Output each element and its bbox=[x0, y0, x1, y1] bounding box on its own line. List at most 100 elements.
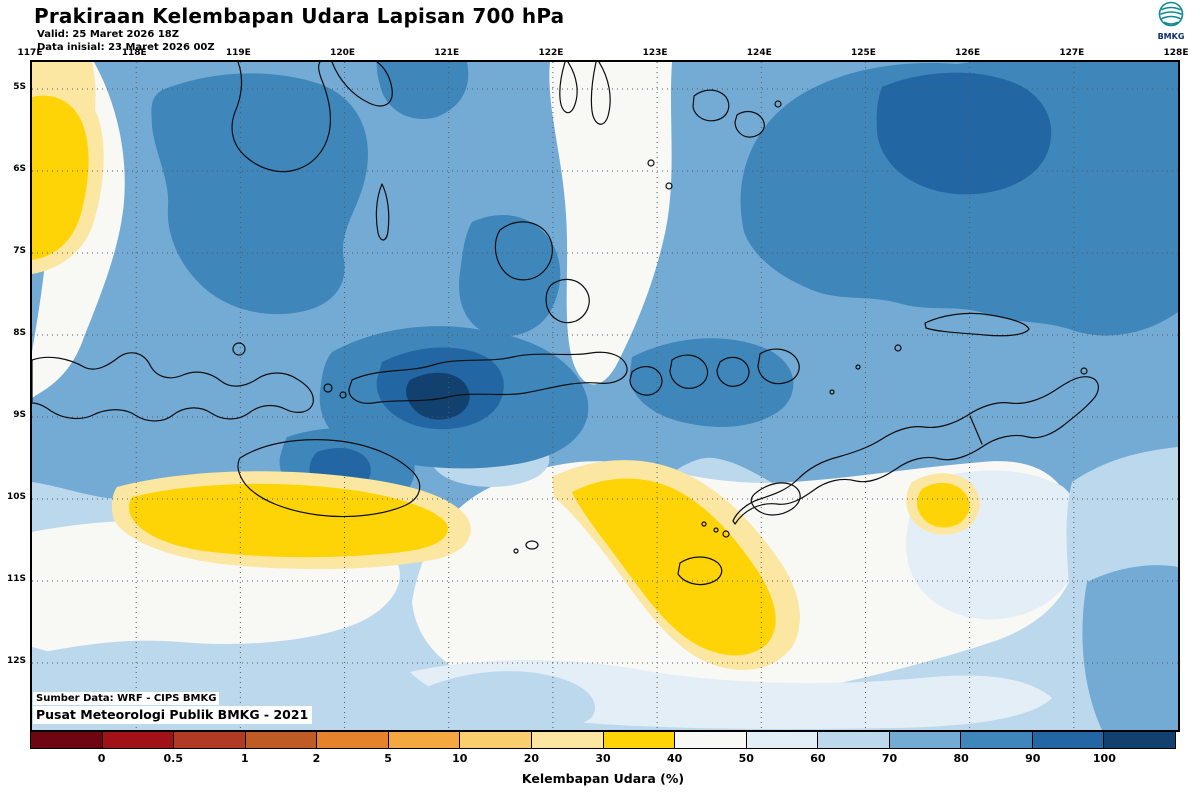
colorbar-segment bbox=[459, 731, 532, 749]
colorbar-tick: 1 bbox=[241, 752, 249, 765]
map-frame bbox=[30, 60, 1180, 732]
field-yellow-timor bbox=[917, 482, 970, 528]
field-light-bottom-center bbox=[426, 671, 596, 730]
colorbar-segment bbox=[1031, 731, 1105, 749]
colorbar-segment bbox=[387, 731, 461, 749]
colorbar-segment bbox=[244, 731, 318, 749]
colorbar-tick: 100 bbox=[1092, 752, 1116, 765]
colorbar-segment bbox=[602, 731, 676, 749]
lon-label: 121E bbox=[434, 48, 460, 58]
coast-sumba bbox=[237, 439, 421, 518]
field-blue70-corner-se bbox=[1082, 565, 1178, 730]
lon-label: 119E bbox=[225, 48, 251, 58]
coast-top-island-1 bbox=[559, 62, 578, 114]
colorbar-tick: 0 bbox=[97, 752, 106, 765]
lat-label: 6S bbox=[13, 164, 26, 174]
coast-buton bbox=[545, 278, 590, 324]
coast-adonara bbox=[629, 366, 663, 396]
coastlines bbox=[32, 62, 1099, 586]
field-dark-right bbox=[740, 62, 1178, 336]
colorbar-tick: 10 bbox=[452, 752, 468, 765]
coast-atauro bbox=[894, 344, 902, 352]
coast-wakatobi-1 bbox=[647, 159, 655, 167]
colorbar-tick: 5 bbox=[384, 752, 392, 765]
colorbar-segment bbox=[30, 731, 103, 749]
coast-komodo bbox=[323, 383, 333, 393]
colorbar-segment bbox=[817, 731, 890, 749]
field-dark-alor bbox=[629, 338, 794, 427]
coast-west-timor-inner bbox=[750, 482, 801, 516]
colorbar-tick: 2 bbox=[312, 752, 321, 765]
init-time: Data inisial: 23 Maret 2026 00Z bbox=[37, 42, 215, 53]
field-dark-topleft bbox=[151, 73, 369, 315]
page-title: Prakiraan Kelembapan Udara Lapisan 700 h… bbox=[34, 4, 565, 28]
lon-label: 126E bbox=[955, 48, 981, 58]
field-core-deepest bbox=[406, 372, 470, 420]
coast-sumbawa bbox=[32, 352, 314, 422]
coast-rinca bbox=[339, 391, 347, 399]
colorbar-segment bbox=[316, 731, 389, 749]
field-white-center-band bbox=[549, 62, 672, 385]
lat-label: 8S bbox=[13, 328, 26, 338]
lon-label: 127E bbox=[1059, 48, 1085, 58]
lon-label: 122E bbox=[538, 48, 564, 58]
coast-flores bbox=[348, 351, 628, 404]
colorbar bbox=[30, 731, 1176, 749]
coast-pantar bbox=[716, 356, 750, 387]
field-yellow-southcenter bbox=[572, 478, 776, 656]
coast-wetar bbox=[924, 312, 1030, 337]
lon-label: 124E bbox=[746, 48, 772, 58]
coast-lembata bbox=[669, 354, 709, 389]
lon-label: 120E bbox=[330, 48, 355, 58]
coast-sabu bbox=[525, 540, 539, 550]
colorbar-tick: 90 bbox=[1025, 752, 1041, 765]
lon-label: 123E bbox=[642, 48, 668, 58]
lat-label: 11S bbox=[6, 574, 26, 584]
colorbar-tick: 80 bbox=[953, 752, 969, 765]
bmkg-logo: BMKG bbox=[1148, 1, 1194, 41]
lat-label: 5S bbox=[13, 82, 26, 92]
field-yellow-southwest bbox=[128, 483, 448, 558]
coast-selayar bbox=[375, 183, 390, 241]
coast-muna bbox=[494, 221, 553, 281]
lon-label: 118E bbox=[121, 48, 147, 58]
bmkg-logo-icon bbox=[1158, 1, 1184, 27]
coast-sulawesi-hook bbox=[331, 62, 393, 107]
coast-wakatobi-2 bbox=[665, 182, 673, 190]
coast-timor bbox=[732, 376, 1099, 525]
coast-ne-island-2 bbox=[734, 110, 765, 138]
colorbar-tick: 50 bbox=[738, 752, 754, 765]
lon-label: 117E bbox=[17, 48, 43, 58]
colorbar-segment bbox=[745, 731, 819, 749]
colorbar-tick: 70 bbox=[881, 752, 898, 765]
lat-label: 9S bbox=[13, 410, 26, 420]
lon-label: 125E bbox=[850, 48, 876, 58]
lat-label: 7S bbox=[13, 246, 26, 256]
colorbar-segment bbox=[101, 731, 175, 749]
bmkg-logo-label: BMKG bbox=[1157, 32, 1185, 41]
colorbar-segment bbox=[530, 731, 604, 749]
colorbar-segment bbox=[960, 731, 1033, 749]
lon-label: 128E bbox=[1163, 48, 1189, 58]
coast-islet-1 bbox=[829, 389, 835, 395]
colorbar-segment bbox=[674, 731, 747, 749]
field-dark-topcenter bbox=[376, 62, 469, 120]
coast-ne-island-1 bbox=[692, 89, 730, 122]
coast-islet-3 bbox=[701, 521, 707, 527]
coast-sulawesi-west-arm bbox=[231, 62, 332, 173]
coast-ne-island-3 bbox=[774, 100, 782, 108]
colorbar-segment bbox=[888, 731, 962, 749]
field-core-topright bbox=[876, 72, 1052, 195]
producer-line: Pusat Meteorologi Publik BMKG - 2021 bbox=[33, 706, 313, 724]
colorbar-segment bbox=[1103, 731, 1176, 749]
coast-kisar bbox=[1080, 367, 1088, 375]
coast-alor bbox=[757, 348, 800, 385]
lat-label: 12S bbox=[6, 656, 26, 666]
colorbar-tick: 20 bbox=[523, 752, 540, 765]
humidity-field bbox=[32, 62, 1178, 730]
valid-time: Valid: 25 Maret 2026 18Z bbox=[37, 29, 179, 40]
coast-small-island bbox=[232, 342, 246, 356]
colorbar-tick: 40 bbox=[666, 752, 683, 765]
coast-rote bbox=[677, 556, 723, 586]
